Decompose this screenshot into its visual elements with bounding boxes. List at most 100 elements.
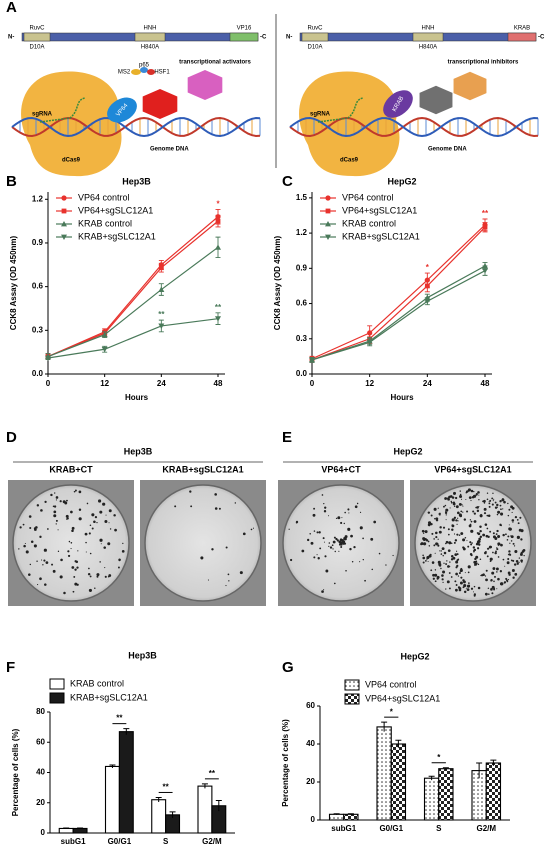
colony: [345, 569, 347, 572]
colony: [511, 511, 513, 514]
ms2: [131, 69, 141, 75]
colony: [512, 559, 515, 562]
colony: [343, 522, 345, 525]
colony: [108, 522, 110, 524]
colony: [53, 505, 57, 508]
colony: [453, 541, 456, 544]
colony: [523, 554, 525, 557]
colony: [470, 543, 473, 546]
colony: [493, 580, 495, 583]
colony: [118, 558, 121, 561]
colony: [453, 533, 456, 535]
dcas9: [299, 71, 400, 177]
error-bar: [381, 721, 388, 732]
colony: [445, 540, 449, 544]
dna-label: Genome DNA: [150, 147, 189, 153]
series-line: [47, 246, 219, 358]
y-axis-label: CCK8 Assay (OD 450nm): [273, 235, 282, 330]
significance: **: [158, 310, 165, 319]
colony: [50, 493, 53, 497]
colony: [44, 500, 47, 504]
x-tick-label: 48: [481, 379, 490, 388]
legend-label: KRAB control: [70, 678, 124, 688]
domain: [134, 32, 166, 42]
colony: [492, 500, 494, 502]
colony: [446, 580, 450, 584]
colony: [495, 550, 497, 553]
colony: [465, 498, 467, 500]
marker: [482, 224, 488, 230]
colony: [421, 529, 425, 533]
colony: [332, 548, 334, 550]
colony: [472, 546, 476, 549]
significance: *: [216, 200, 220, 209]
colony: [445, 588, 447, 590]
colony: [454, 553, 458, 557]
colony: [59, 575, 63, 579]
colony: [460, 576, 463, 579]
bar: [390, 743, 407, 821]
y-tick-label: 0.9: [32, 238, 44, 247]
colony: [472, 510, 475, 513]
colony: [456, 553, 459, 556]
colony: [323, 503, 325, 505]
colony: [476, 547, 480, 550]
colony: [452, 556, 456, 560]
bar: [118, 731, 134, 834]
colony: [310, 541, 314, 545]
y-axis-label: CCK8 Assay (OD 450nm): [9, 235, 18, 330]
legend-marker: [61, 208, 67, 214]
colony: [505, 577, 508, 580]
colony: [214, 493, 217, 496]
vp64: [107, 97, 137, 123]
colony: [515, 560, 519, 563]
colony: [55, 523, 57, 525]
colony: [94, 587, 96, 590]
mutation: D10A: [29, 45, 44, 51]
colony: [295, 520, 299, 524]
colony: [252, 527, 255, 529]
colony: [63, 591, 66, 595]
colony: [67, 554, 71, 558]
colony: [99, 510, 103, 514]
colony: [477, 532, 481, 536]
y-tick-label: 0.9: [296, 263, 308, 272]
y-tick-label: 60: [306, 701, 315, 710]
colony: [59, 500, 62, 503]
colony: [448, 587, 451, 590]
colony: [457, 575, 460, 577]
colony: [518, 561, 520, 564]
colony: [435, 519, 439, 522]
colony: [433, 544, 436, 547]
legend-label: KRAB control: [78, 218, 132, 228]
colony: [497, 577, 500, 581]
series-line: [311, 224, 486, 360]
error-bar: [333, 813, 340, 815]
colony: [30, 540, 34, 544]
colony: [451, 542, 453, 545]
colony: [485, 578, 488, 582]
colony: [470, 529, 474, 533]
effector-text: transcriptional activators: [179, 60, 251, 66]
panel-label: D: [6, 429, 17, 446]
y-tick-label: 1.2: [32, 194, 44, 203]
activator: [142, 89, 178, 119]
legend-marker: [61, 234, 67, 240]
colony: [449, 507, 451, 509]
colony: [469, 519, 472, 521]
colony: [335, 517, 338, 520]
y-tick-label: 80: [36, 707, 45, 716]
colony: [457, 520, 459, 522]
colony: [514, 550, 518, 554]
colony: [473, 548, 477, 552]
colony: [468, 584, 471, 587]
colony: [460, 510, 463, 513]
colony: [489, 499, 492, 502]
colony: [89, 552, 92, 555]
colony: [483, 502, 486, 504]
krab: [383, 90, 413, 118]
colony: [445, 514, 447, 516]
colony: [323, 510, 327, 513]
colony: [441, 547, 445, 551]
colony: [463, 583, 467, 588]
